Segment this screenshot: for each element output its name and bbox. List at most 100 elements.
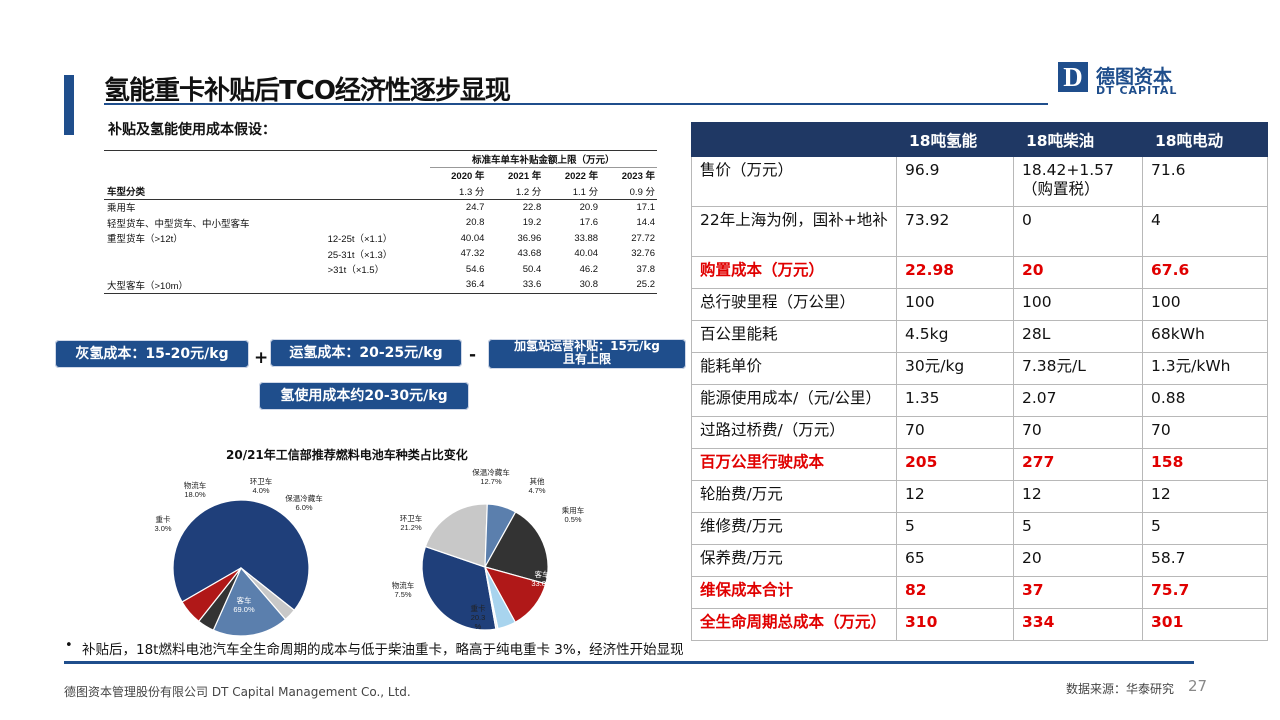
vehicle-type: 重型货车（>12t） xyxy=(107,234,183,246)
pie-slice xyxy=(172,499,310,612)
bullet-dot: • xyxy=(65,638,73,653)
weight-class xyxy=(325,215,430,231)
subsidy-value: 33.88 xyxy=(574,232,599,244)
subsidy-section-title: 补贴及氢能使用成本假设： xyxy=(108,122,276,138)
subsidy-row: 轻型货车、中型货车、中小型客车 20.8 19.2 17.6 14.4 xyxy=(104,215,657,231)
subsidy-value: 17.1 xyxy=(636,201,656,213)
tco-row: 百公里能耗 4.5kg 28L 68kWh xyxy=(691,320,1268,353)
type-header: 车型分类 xyxy=(104,183,325,200)
pie-slice xyxy=(484,566,499,630)
tco-hydrogen: 30元/kg xyxy=(896,352,1014,385)
tco-electric: 75.7 xyxy=(1142,576,1268,609)
weight-class xyxy=(324,277,430,294)
tco-item: 能耗单价 xyxy=(691,352,897,385)
tco-diesel: 277 xyxy=(1013,448,1143,481)
weight-class xyxy=(325,199,430,215)
pie-slice xyxy=(424,503,488,568)
tco-row: 百万公里行驶成本 205 277 158 xyxy=(691,448,1268,481)
subsidy-value: 32.76 xyxy=(631,248,655,260)
tco-row: 购置成本（万元） 22.98 20 67.6 xyxy=(691,256,1268,289)
tco-hydrogen: 100 xyxy=(896,288,1014,321)
tco-item: 购置成本（万元） xyxy=(691,256,897,289)
subsidy-caption: 标准车单车补贴金额上限（万元） xyxy=(429,150,657,168)
tco-header-item xyxy=(691,122,897,157)
vehicle-type xyxy=(104,246,325,262)
tco-electric: 58.7 xyxy=(1142,544,1268,577)
year-header: 2020 年 xyxy=(451,171,485,183)
pie-charts: 客车 69.0% 重卡 3.0% 物流车 18.0% 环卫车 4.0% 保温冷藏车 6.0% 客车 3… xyxy=(154,467,585,637)
points-cell: 1.2 分 xyxy=(486,183,544,200)
tco-row: 全生命周期总成本（万元） 310 334 301 xyxy=(691,608,1268,641)
company-name: 德图资本管理股份有限公司 DT Capital Management Co., … xyxy=(64,685,411,699)
pie-slice xyxy=(212,566,287,637)
tco-electric: 71.6 xyxy=(1142,156,1268,207)
tco-row: 22年上海为例，国补+地补 73.92 0 4 xyxy=(691,206,1268,257)
tco-electric: 301 xyxy=(1142,608,1268,641)
tco-diesel: 18.42+1.57（购置税） xyxy=(1013,156,1143,207)
subsidy-value: 46.2 xyxy=(579,263,599,275)
tco-electric: 158 xyxy=(1142,448,1268,481)
tco-electric: 67.6 xyxy=(1142,256,1268,289)
subsidy-value: 17.6 xyxy=(579,217,599,229)
tco-hydrogen: 22.98 xyxy=(896,256,1014,289)
tco-hydrogen: 65 xyxy=(896,544,1014,577)
subsidy-value: 19.2 xyxy=(522,217,542,229)
subsidy-value: 40.04 xyxy=(460,232,485,244)
tco-row: 能耗单价 30元/kg 7.38元/L 1.3元/kWh xyxy=(691,352,1268,385)
vehicle-type: 大型客车（>10m） xyxy=(104,277,325,294)
logo-name-cn: 德图资本 xyxy=(1096,66,1173,88)
tco-diesel: 0 xyxy=(1013,206,1143,257)
tco-row: 轮胎费/万元 12 12 12 xyxy=(691,480,1268,513)
subsidy-value: 25.2 xyxy=(600,277,657,294)
pie-label: 客车 33.0% xyxy=(531,569,553,588)
year-header: 2021 年 xyxy=(507,171,542,183)
tco-diesel: 70 xyxy=(1013,416,1143,449)
points-cell: 1.1 分 xyxy=(543,183,601,200)
pie-label: 重卡 20.3% xyxy=(471,603,486,631)
subsidy-value: 30.8 xyxy=(543,277,601,294)
grey-hydrogen-cost-badge: 灰氢成本：15-20元/kg xyxy=(55,340,249,368)
tco-header-hydrogen: 18吨氢能 xyxy=(896,122,1014,157)
tco-diesel: 28L xyxy=(1013,320,1143,353)
logo-name-en: DT CAPITAL xyxy=(1096,84,1178,97)
subsidy-value: 36.4 xyxy=(429,277,487,294)
vehicle-type: 乘用车 xyxy=(107,203,136,215)
tco-hydrogen: 1.35 xyxy=(896,384,1014,417)
tco-electric: 68kWh xyxy=(1142,320,1268,353)
tco-item: 全生命周期总成本（万元） xyxy=(691,608,897,641)
tco-item: 能源使用成本/（元/公里） xyxy=(691,384,897,417)
tco-hydrogen: 5 xyxy=(896,512,1014,545)
page-title: 氢能重卡补贴后TCO经济性逐步显现 xyxy=(104,76,511,106)
footer-rule xyxy=(64,661,1194,664)
points-cell: 0.9 分 xyxy=(600,183,657,200)
transport-cost-badge: 运氢成本：20-25元/kg xyxy=(270,339,462,367)
pie-slice xyxy=(484,511,549,585)
tco-item: 百公里能耗 xyxy=(691,320,897,353)
tco-electric: 12 xyxy=(1142,480,1268,513)
tco-item: 过路过桥费/（万元） xyxy=(691,416,897,449)
tco-diesel: 20 xyxy=(1013,544,1143,577)
tco-row: 维保成本合计 82 37 75.7 xyxy=(691,576,1268,609)
pie-label: 物流车 7.5% xyxy=(392,580,415,599)
subsidy-row: 乘用车 24.7 22.8 20.9 17.1 xyxy=(104,199,657,215)
weight-class: 25-31t（×1.3） xyxy=(327,249,393,261)
tco-row: 总行驶里程（万公里） 100 100 100 xyxy=(691,288,1268,321)
pie-label: 保温冷藏车 6.0% xyxy=(285,493,323,512)
tco-electric: 1.3元/kWh xyxy=(1142,352,1268,385)
subsidy-row: 重型货车（>12t） 12-25t（×1.1） 40.04 36.96 33.88 27.… xyxy=(104,231,657,247)
tco-row: 售价（万元） 96.9 18.42+1.57（购置税） 71.6 xyxy=(691,156,1268,207)
tco-item: 22年上海为例，国补+地补 xyxy=(691,206,897,257)
vehicle-type xyxy=(104,262,325,278)
tco-row: 保养费/万元 65 20 58.7 xyxy=(691,544,1268,577)
minus-sign: - xyxy=(469,345,477,365)
tco-item: 维修费/万元 xyxy=(691,512,897,545)
tco-row: 维修费/万元 5 5 5 xyxy=(691,512,1268,545)
tco-header-diesel: 18吨柴油 xyxy=(1013,122,1143,157)
tco-row: 能源使用成本/（元/公里） 1.35 2.07 0.88 xyxy=(691,384,1268,417)
tco-item: 百万公里行驶成本 xyxy=(691,448,897,481)
subsidy-value: 40.04 xyxy=(574,248,599,260)
tco-item: 售价（万元） xyxy=(691,156,897,207)
subsidy-value: 22.8 xyxy=(522,201,542,213)
tco-hydrogen: 70 xyxy=(896,416,1014,449)
year-header: 2022 年 xyxy=(564,171,599,183)
